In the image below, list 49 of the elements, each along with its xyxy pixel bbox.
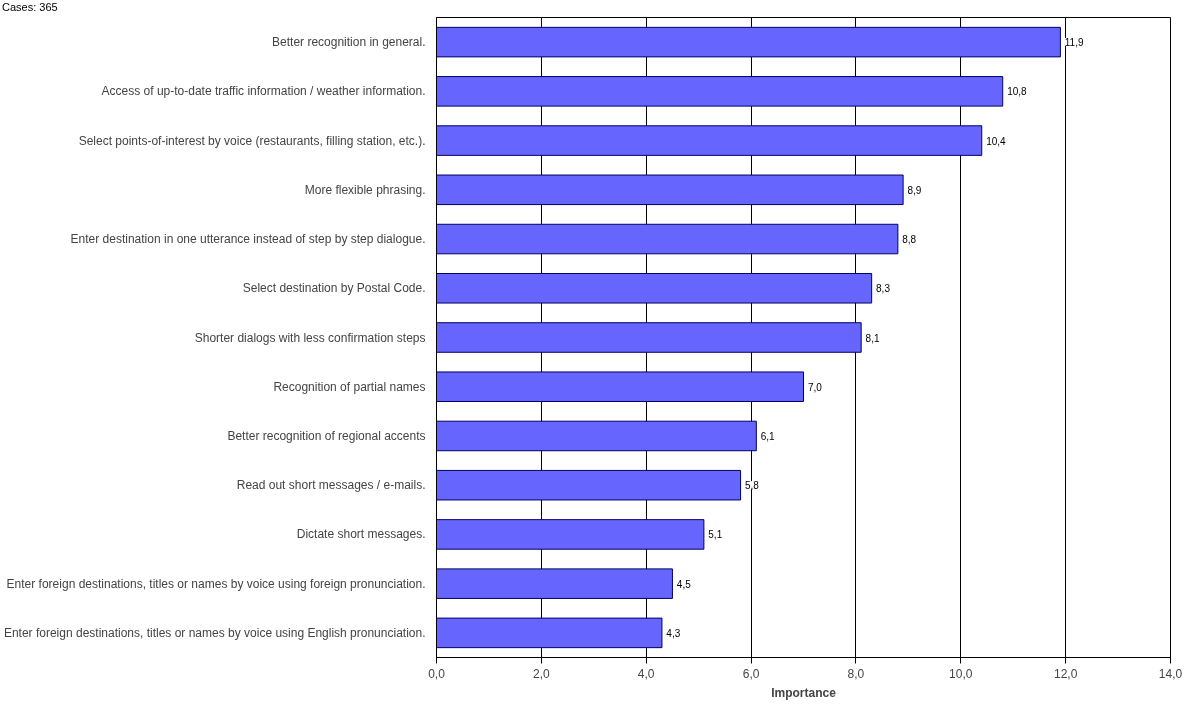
- bar: [436, 76, 1004, 107]
- x-tick-label: 12,0: [1053, 666, 1078, 681]
- bar: [436, 174, 904, 206]
- text: Cases: 365: [2, 0, 58, 15]
- data-label: 7,0: [807, 381, 823, 393]
- x-tick-label: 10,0: [949, 666, 973, 681]
- bar: [436, 322, 862, 353]
- y-tick-label: Recognition of partial names: [273, 379, 426, 394]
- data-label: 4,5: [676, 578, 692, 590]
- y-tick-label: Select points-of-interest by voice (restaurants, filling station, etc.).: [78, 133, 426, 148]
- y-tick-label: Dictate short messages.: [296, 527, 426, 542]
- bar: [436, 26, 1061, 58]
- x-tick-label: 2,0: [533, 666, 551, 681]
- y-tick-label: Access of up-to-date traffic information / weather information.: [101, 84, 426, 99]
- data-label: 8,9: [907, 184, 922, 196]
- data-label: 11,9: [1064, 37, 1084, 49]
- x-tick-label: 0,0: [428, 666, 446, 681]
- bar: [436, 125, 983, 156]
- data-label: 10,4: [986, 135, 1007, 147]
- y-tick-label: More flexible phrasing.: [304, 182, 426, 197]
- data-label: 5,1: [708, 529, 723, 541]
- data-label: 6,1: [760, 430, 776, 442]
- bar: [436, 568, 673, 599]
- bar: [436, 420, 757, 452]
- data-label: 8,1: [865, 332, 880, 344]
- bar: [436, 617, 663, 649]
- bar: [436, 223, 899, 255]
- bar: [436, 371, 804, 402]
- data-label: 4,3: [666, 627, 681, 639]
- bar: [436, 469, 742, 501]
- x-tick-label: 4,0: [637, 666, 655, 681]
- y-tick-label: Shorter dialogs with less confirmation steps: [194, 330, 426, 345]
- y-tick-label: Read out short messages / e-mails.: [236, 478, 426, 493]
- y-tick-label: Enter foreign destinations, titles or names by voice using foreign pronunciation.: [6, 576, 426, 591]
- y-tick-label: Enter destination in one utterance instead of step by step dialogue.: [70, 232, 426, 247]
- y-tick-label: Better recognition in general.: [272, 35, 426, 50]
- y-tick-label: Select destination by Postal Code.: [242, 281, 426, 296]
- bar: [436, 519, 705, 550]
- data-label: 8,8: [902, 234, 917, 246]
- data-label: 8,3: [876, 283, 891, 295]
- y-tick-label: Better recognition of regional accents: [227, 428, 426, 443]
- x-axis-title: Importance: [771, 685, 837, 700]
- x-tick-label: 14,0: [1158, 666, 1183, 681]
- x-tick-label: 6,0: [742, 666, 760, 681]
- y-tick-label: Enter foreign destinations, titles or names by voice using English pronunciation.: [3, 625, 426, 640]
- bar: [436, 273, 873, 304]
- data-label: 10,8: [1007, 86, 1028, 98]
- x-tick-label: 8,0: [847, 666, 865, 681]
- data-label: 5,8: [744, 480, 760, 492]
